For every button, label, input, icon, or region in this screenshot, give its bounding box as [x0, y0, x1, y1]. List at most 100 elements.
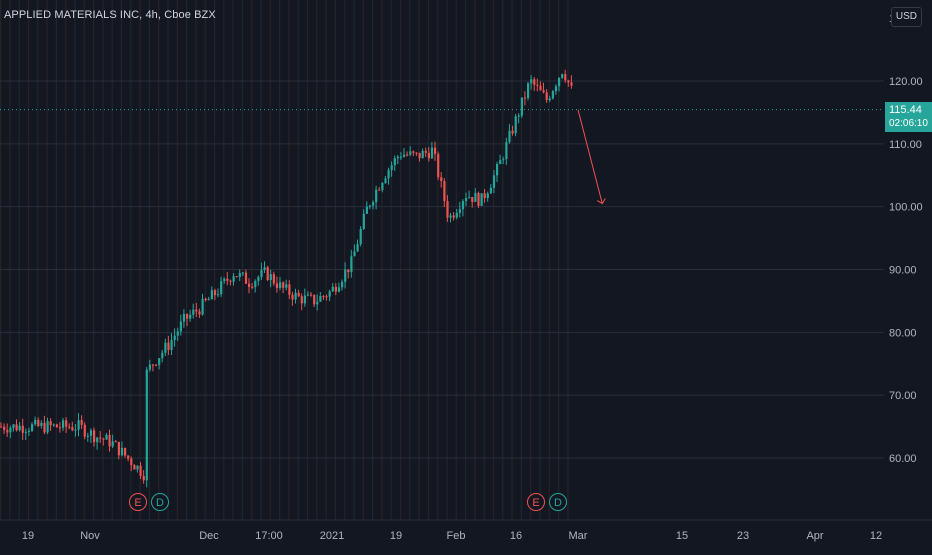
session-band: [65, 0, 67, 520]
candle-body: [24, 431, 27, 433]
session-band: [520, 0, 522, 520]
session-band: [241, 0, 243, 520]
candle-body: [409, 151, 412, 155]
candle-body: [275, 283, 279, 289]
session-band: [390, 0, 392, 520]
candle-body: [142, 475, 145, 481]
candle-body: [96, 437, 99, 443]
session-band: [130, 0, 132, 520]
candle-body: [49, 421, 52, 426]
projection-arrow[interactable]: [577, 109, 606, 205]
time-tick-label: 12: [870, 530, 882, 542]
session-band: [539, 0, 541, 520]
time-tick-label: 17:00: [255, 530, 283, 542]
candle-body: [223, 278, 226, 282]
candle-body: [396, 156, 399, 159]
session-band: [37, 0, 39, 520]
candle-body: [55, 424, 58, 428]
session-band: [46, 0, 48, 520]
candle-body: [27, 430, 31, 432]
candle-body: [120, 447, 124, 456]
candle-body: [31, 424, 34, 431]
session-band: [362, 0, 364, 520]
candle-body: [542, 90, 545, 93]
time-tick-label: 23: [737, 530, 749, 542]
candle-body: [43, 422, 46, 433]
time-axis[interactable]: 19 Nov Dec 17:00 2021 19 Feb 16 Mar 15 23 Apr 12: [0, 519, 932, 550]
candle-body: [350, 256, 353, 273]
candle-body: [148, 364, 151, 370]
price-tick-label: 110.00: [889, 139, 922, 151]
session-band: [18, 0, 20, 520]
candle-body: [241, 272, 244, 274]
candle-body: [378, 189, 381, 191]
session-band: [111, 0, 113, 520]
time-tick-label: 19: [22, 530, 34, 542]
candle-body: [368, 205, 372, 207]
session-band: [474, 0, 476, 520]
session-band: [269, 0, 271, 520]
candle-body: [561, 74, 564, 78]
session-band: [0, 0, 2, 520]
candle-body: [272, 274, 275, 284]
candle-body: [313, 294, 316, 305]
session-band: [102, 0, 104, 520]
last-price-value: 115.44: [889, 103, 922, 116]
candle-body: [310, 294, 313, 296]
candle-body: [427, 152, 430, 159]
candles[interactable]: [0, 69, 573, 488]
session-band: [511, 0, 513, 520]
dividend-marker: D: [151, 493, 169, 511]
session-band: [483, 0, 485, 520]
candle-body: [37, 419, 40, 426]
session-band: [437, 0, 439, 520]
session-band: [176, 0, 178, 520]
candle-body: [124, 447, 127, 456]
session-band: [567, 0, 569, 520]
marker-circle: [549, 493, 567, 511]
marker-circle: [129, 493, 147, 511]
candle-body: [399, 156, 403, 158]
candle-body: [319, 296, 322, 302]
bar-countdown: 02:06:10: [889, 117, 928, 129]
session-band: [148, 0, 150, 520]
candle-body: [381, 183, 384, 190]
candle-body: [266, 267, 269, 281]
candle-body: [502, 159, 505, 161]
time-axis-bg: [0, 520, 932, 550]
candle-body: [517, 115, 520, 117]
candle-body: [471, 197, 474, 202]
candle-body: [198, 311, 201, 315]
candle-body: [251, 286, 254, 288]
session-band: [251, 0, 253, 520]
candle-body: [508, 130, 511, 143]
marker-label: D: [554, 497, 562, 509]
candle-body: [567, 80, 570, 83]
marker-circle: [151, 493, 169, 511]
candle-body: [65, 420, 68, 427]
candle-body: [238, 273, 241, 277]
candle-body: [365, 206, 368, 214]
session-band: [548, 0, 550, 520]
candle-body: [201, 298, 204, 315]
candle-body: [179, 321, 182, 332]
candle-body: [80, 420, 83, 425]
candle-body: [483, 193, 486, 198]
marker-circle: [527, 493, 545, 511]
currency-button[interactable]: USD: [890, 7, 922, 27]
candle-body: [539, 85, 542, 91]
candle-body: [291, 294, 294, 300]
candle-body: [430, 147, 434, 159]
last-price-label: 115.44 02:06:10: [885, 101, 932, 132]
candle-body: [18, 425, 21, 431]
candle-body: [173, 335, 176, 340]
session-band: [260, 0, 262, 520]
candle-body: [489, 187, 492, 194]
candle-body: [406, 154, 409, 156]
candle-body: [461, 201, 465, 210]
candle-body: [269, 274, 272, 281]
